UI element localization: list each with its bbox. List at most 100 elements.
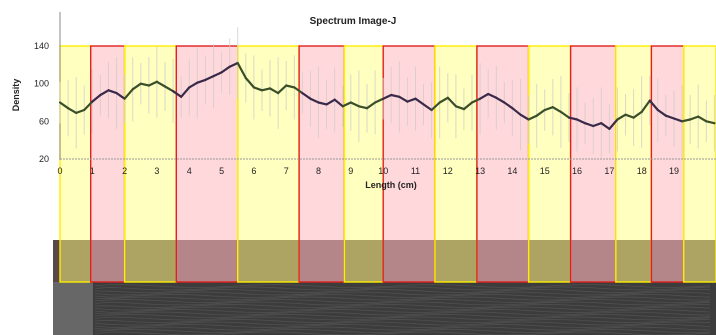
- series-segment: [551, 106, 563, 114]
- core-ring-line: [94, 321, 711, 326]
- y-tick-labels: 20 60 100 140: [34, 41, 49, 164]
- series-segment: [325, 98, 336, 106]
- series-segment: [99, 89, 110, 97]
- series-segment: [244, 76, 255, 89]
- series-segment: [600, 122, 611, 130]
- series-segment: [91, 93, 102, 103]
- series-segment: [664, 114, 676, 120]
- series-segment: [196, 78, 207, 84]
- series-segment: [519, 113, 530, 121]
- core-ring-line: [94, 291, 711, 296]
- series-segment: [470, 97, 482, 104]
- series-segment: [349, 101, 360, 108]
- x-tick-label: 14: [507, 166, 517, 176]
- series-segment: [268, 87, 280, 95]
- dark-band-overlay: [298, 45, 346, 283]
- dark-band-overlay: [382, 45, 436, 283]
- series-segment: [680, 118, 692, 123]
- core-ring-line: [94, 284, 711, 288]
- series-segment: [503, 101, 514, 110]
- x-tick-label: 2: [122, 166, 127, 176]
- series-segment: [317, 101, 328, 106]
- density-series: [58, 61, 716, 130]
- light-band-overlay: [343, 45, 384, 283]
- series-segment: [236, 61, 247, 80]
- x-tick-labels: 0 1 2 3 4 5 6 7 8 9 10 11 12 13 14 15 16 17 18 19: [57, 166, 679, 176]
- series-segment: [543, 106, 554, 112]
- light-band-overlay: [59, 45, 92, 283]
- dark-band-overlay: [175, 45, 239, 283]
- series-segment: [656, 108, 668, 117]
- core-ring-line: [94, 311, 711, 316]
- series-segment: [608, 118, 619, 130]
- x-tick-label: 3: [154, 166, 159, 176]
- series-segment: [309, 97, 320, 104]
- series-segment: [188, 81, 199, 89]
- x-tick-label: 1: [90, 166, 95, 176]
- series-segment: [454, 105, 465, 111]
- x-tick-label: 10: [378, 166, 388, 176]
- y-tick-label: 20: [39, 154, 49, 164]
- series-segment: [592, 122, 603, 128]
- series-segment: [414, 97, 425, 106]
- series-segment: [83, 100, 94, 112]
- x-tick-label: 16: [572, 166, 582, 176]
- series-segment: [163, 85, 175, 93]
- series-segment: [632, 110, 643, 119]
- series-segment: [697, 115, 708, 123]
- series-segment: [672, 117, 684, 123]
- series-segment: [180, 86, 191, 98]
- y-axis-title: Density: [11, 79, 21, 112]
- x-tick-label: 4: [187, 166, 192, 176]
- series-segment: [66, 107, 78, 115]
- series-segment: [688, 115, 700, 121]
- x-tick-label: 9: [348, 166, 353, 176]
- x-axis-title: Length (cm): [365, 180, 417, 190]
- y-tick-label: 140: [34, 41, 49, 51]
- core-ring-line: [94, 324, 711, 328]
- series-segment: [382, 93, 393, 100]
- series-segment: [123, 88, 134, 100]
- series-segment: [75, 108, 86, 115]
- series-segment: [172, 90, 183, 98]
- series-segment: [131, 82, 142, 91]
- series-segment: [365, 101, 377, 110]
- x-tick-label: 17: [604, 166, 614, 176]
- series-segment: [422, 103, 433, 112]
- series-segment: [204, 74, 215, 82]
- series-segment: [228, 61, 239, 68]
- band-overlays: [59, 45, 716, 283]
- series-segment: [58, 101, 70, 110]
- series-segment: [301, 91, 312, 100]
- light-band-overlay: [683, 45, 716, 283]
- core-ring-line: [94, 289, 711, 293]
- x-tick-label: 12: [443, 166, 453, 176]
- series-segment: [390, 93, 401, 98]
- core-ring-line: [94, 294, 711, 298]
- x-tick-label: 18: [637, 166, 647, 176]
- series-segment: [293, 86, 304, 95]
- series-segment: [277, 84, 288, 95]
- series-segment: [147, 80, 158, 87]
- light-band-overlay: [615, 45, 652, 283]
- x-tick-label: 15: [540, 166, 550, 176]
- series-segment: [107, 89, 118, 95]
- series-segment: [357, 105, 369, 110]
- series-segment: [438, 96, 449, 104]
- series-segment: [115, 91, 126, 100]
- series-segment: [446, 96, 457, 108]
- core-ring-line: [94, 319, 711, 323]
- core-ring-line: [94, 309, 711, 313]
- series-segment: [398, 95, 409, 103]
- light-band-overlay: [236, 45, 300, 283]
- x-tick-label: 5: [219, 166, 224, 176]
- x-tick-label: 6: [251, 166, 256, 176]
- dark-band-overlay: [650, 45, 685, 283]
- series-segment: [212, 71, 223, 78]
- series-segment: [220, 65, 231, 74]
- dark-band-overlay: [89, 45, 126, 283]
- series-segment: [139, 82, 150, 87]
- series-segment: [341, 101, 352, 108]
